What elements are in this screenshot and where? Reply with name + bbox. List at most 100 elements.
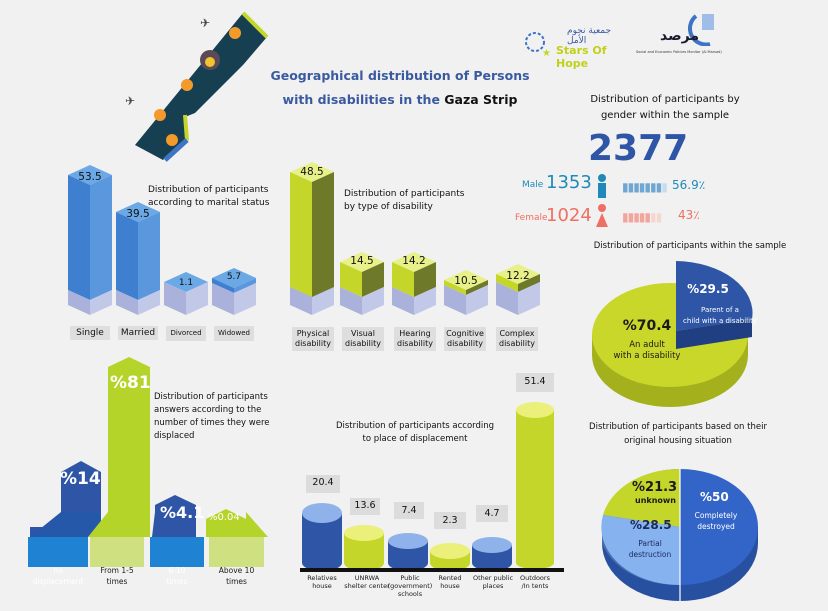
lbl: (government): [387, 582, 433, 590]
place-label-relatives: Relatives house: [300, 574, 344, 590]
marital-value-single: 53.5: [78, 171, 102, 183]
lbl: An adult: [629, 340, 665, 350]
lbl: displacement: [32, 577, 84, 586]
female-percent: 43٪: [678, 208, 700, 222]
cap: Distribution of participants based on th…: [589, 422, 767, 432]
lbl: house: [312, 582, 332, 590]
marital-caption-1: Distribution of participants: [148, 185, 269, 195]
lbl: Completely: [694, 511, 738, 520]
lbl: disability: [499, 339, 535, 348]
pie2-partial-label: Partial destruction: [620, 538, 680, 560]
title-prefix: with disabilities in the: [282, 92, 445, 107]
disability-label-complex: Complex disability: [496, 327, 538, 351]
marital-label-single: Single: [70, 326, 110, 340]
lbl: Other public: [472, 574, 514, 582]
disp-value-10plus: %0.04: [208, 512, 240, 523]
displacement-arrow-chart: [30, 357, 268, 537]
marsad-subtitle: Social and Economic Policies Monitor (Al…: [636, 50, 722, 54]
disp-label-1-5: From 1-5 times: [90, 565, 144, 587]
cap: to place of displacement: [362, 434, 468, 444]
male-label: Male: [522, 180, 544, 190]
gaza-map-illustration: ✈ ✈: [125, 11, 269, 162]
lbl: Partial: [638, 539, 662, 548]
lbl: Cognitive: [446, 329, 484, 338]
place-label-rented: Rented house: [430, 574, 470, 590]
stars-of-hope-logo: ★ جمعية نجوم الأمل Stars Of Hope: [522, 22, 627, 70]
lbl: Relatives: [307, 574, 337, 582]
lbl: Hearing: [399, 329, 431, 338]
lbl: times: [226, 577, 247, 586]
disp-label-10plus: Above 10 times: [209, 565, 264, 587]
male-percent: 56.9٪: [672, 178, 706, 192]
pie2-destroyed-value: %50: [700, 490, 729, 504]
disability-value-cognitive: 10.5: [454, 275, 478, 287]
female-figure-icon: [596, 204, 608, 232]
lbl: Complex: [499, 329, 535, 338]
place-value-other: 4.7: [484, 508, 500, 519]
cap: Distribution of participants according: [335, 421, 495, 431]
cap: displaced: [154, 431, 195, 441]
disp-cat-none: [28, 537, 88, 567]
lbl: no: [53, 566, 63, 575]
title-line-1: Geographical distribution of Persons: [270, 68, 530, 83]
female-pictogram-row: ▮▮▮▮▮▮▮: [622, 210, 662, 224]
place-value-schools: 7.4: [401, 505, 417, 516]
place-value-relatives: 20.4: [312, 477, 334, 488]
title-line-2: with disabilities in the Gaza Strip: [255, 88, 545, 112]
lbl: destroyed: [697, 522, 735, 531]
housing-pie-chart: [601, 468, 758, 601]
lbl: shelter center: [344, 582, 390, 590]
place-label-outdoors: Outdoors/In tents: [514, 574, 556, 590]
main-title: Geographical distribution of Persons wit…: [255, 64, 545, 112]
disp-value-none: %14: [60, 469, 101, 489]
lbl: Public: [400, 574, 420, 582]
place-value-outdoors: 51.4: [524, 376, 546, 387]
lbl: disability: [447, 339, 483, 348]
marital-value-married: 39.5: [126, 208, 150, 220]
pie2-unknown-value: %21.3: [632, 480, 678, 495]
lbl: From 1-5: [100, 566, 134, 575]
disability-value-complex: 12.2: [506, 270, 530, 282]
disp-cat-10plus: [209, 537, 264, 567]
pie1-parent-label: Parent of a child with a disability: [675, 305, 765, 327]
wheelchair-icon: ★: [525, 32, 551, 56]
marsad-emblem-icon: [688, 14, 714, 46]
gender-caption: Distribution of participants by gender w…: [540, 92, 790, 124]
stars-arabic-text: جمعية نجوم الأمل: [567, 26, 612, 46]
disp-cat-6-10: [150, 537, 204, 567]
place-label-schools: Public (government) schools: [386, 574, 434, 598]
marital-label-widowed: Widowed: [214, 326, 254, 341]
disability-bar-chart: [290, 162, 540, 315]
place-label-unrwa: UNRWA shelter center: [340, 574, 394, 590]
lbl: Visual: [351, 329, 375, 338]
place-cylinder-chart: [300, 373, 564, 572]
marital-value-divorced: 1.1: [178, 278, 194, 288]
pie2-partial-value: %28.5: [630, 518, 672, 532]
cap: number of times they were: [154, 418, 270, 428]
pie1-adult-label: An adult with a disability: [600, 340, 694, 362]
marital-value-widowed: 5.7: [226, 272, 242, 282]
cap: answers according to the: [154, 405, 262, 415]
disp-value-6-10: %4.1: [160, 503, 205, 522]
place-caption: Distribution of participants according t…: [320, 420, 510, 446]
disability-value-physical: 48.5: [300, 166, 324, 178]
cap: original housing situation: [624, 436, 732, 446]
lbl: times: [166, 577, 188, 586]
svg-text:✈: ✈: [200, 16, 210, 30]
cap: Distribution of participants: [154, 392, 268, 402]
pie2-unknown-label: unknown: [635, 496, 676, 505]
svg-text:✈: ✈: [125, 94, 135, 108]
lbl: house: [440, 582, 460, 590]
female-count: 1024: [546, 205, 592, 226]
disability-label-cognitive: Cognitive disability: [444, 327, 486, 351]
total-participants: 2377: [588, 128, 689, 169]
male-pictogram-row: ▮▮▮▮▮▮▮▮: [622, 180, 668, 194]
lbl: Outdoors: [520, 574, 550, 582]
stars-english-text: Stars Of Hope: [556, 44, 607, 70]
marsad-logo: مرصد Social and Economic Policies Monito…: [636, 12, 728, 58]
lbl: with a disability: [613, 351, 681, 361]
lbl: child with a disability: [683, 317, 757, 325]
pie1-parent-value: %29.5: [687, 282, 729, 296]
disp-cat-1-5: [90, 537, 144, 567]
lbl: places: [482, 582, 504, 590]
